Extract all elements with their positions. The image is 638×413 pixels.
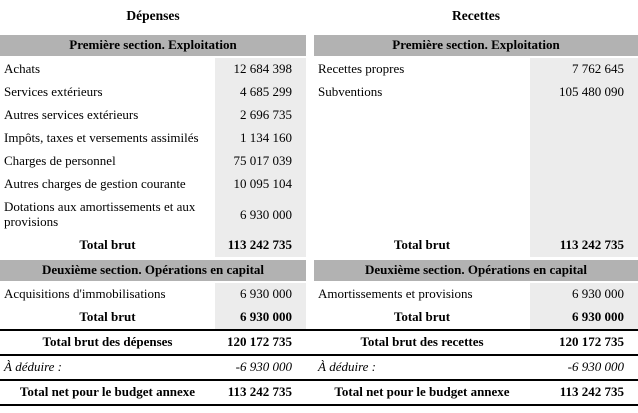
total-brut-value: 6 930 000 bbox=[530, 306, 638, 329]
deduire-value: -6 930 000 bbox=[567, 359, 624, 375]
empty-cell bbox=[530, 150, 638, 173]
row-value: 12 684 398 bbox=[215, 58, 306, 81]
row-value: 75 017 039 bbox=[215, 150, 306, 173]
divider bbox=[0, 379, 638, 381]
total-brut-label: Total brut bbox=[79, 237, 136, 253]
total-net-value: 113 242 735 bbox=[227, 384, 292, 400]
divider bbox=[0, 329, 638, 331]
empty-cell bbox=[530, 127, 638, 150]
row-label: Dotations aux amortissements et aux prov… bbox=[4, 199, 196, 229]
row-label: Recettes propres bbox=[318, 61, 405, 77]
summary-total-brut-label: Total brut des dépenses bbox=[42, 334, 173, 350]
row-value: 6 930 000 bbox=[530, 283, 638, 306]
row-value: 1 134 160 bbox=[215, 127, 306, 150]
row-label: Achats bbox=[4, 61, 41, 77]
empty-cell bbox=[530, 104, 638, 127]
total-brut-value: 113 242 735 bbox=[215, 234, 306, 257]
section1-header-right: Première section. Exploitation bbox=[314, 35, 638, 56]
row-value: 6 930 000 bbox=[215, 283, 306, 306]
row-value: 2 696 735 bbox=[215, 104, 306, 127]
summary-total-brut-label: Total brut des recettes bbox=[360, 334, 484, 350]
column-header-depenses: Dépenses bbox=[126, 8, 180, 24]
deduire-label: À déduire : bbox=[4, 359, 62, 375]
total-brut-value: 6 930 000 bbox=[215, 306, 306, 329]
total-net-label: Total net pour le budget annexe bbox=[334, 384, 510, 400]
empty-cell bbox=[314, 173, 530, 196]
row-label: Autres services extérieurs bbox=[4, 107, 139, 123]
total-brut-label: Total brut bbox=[79, 309, 136, 325]
summary-total-brut-value: 120 172 735 bbox=[559, 334, 624, 350]
row-label: Impôts, taxes et versements assimilés bbox=[4, 130, 199, 146]
summary-total-brut-value: 120 172 735 bbox=[227, 334, 292, 350]
divider bbox=[0, 354, 638, 356]
deduire-label: À déduire : bbox=[318, 359, 376, 375]
row-label: Acquisitions d'immobilisations bbox=[4, 286, 166, 302]
row-value: 10 095 104 bbox=[215, 173, 306, 196]
row-value: 7 762 645 bbox=[530, 58, 638, 81]
column-header-recettes: Recettes bbox=[452, 8, 500, 24]
total-brut-label: Total brut bbox=[393, 237, 451, 253]
divider bbox=[0, 404, 638, 406]
total-net-label: Total net pour le budget annexe bbox=[19, 384, 196, 400]
row-label: Autres charges de gestion courante bbox=[4, 176, 186, 192]
total-net-value: 113 242 735 bbox=[559, 384, 624, 400]
row-value: 105 480 090 bbox=[530, 81, 638, 104]
section2-header-left: Deuxième section. Opérations en capital bbox=[0, 260, 306, 281]
empty-cell bbox=[314, 127, 530, 150]
total-brut-value: 113 242 735 bbox=[530, 234, 638, 257]
empty-cell bbox=[314, 104, 530, 127]
section1-header-left: Première section. Exploitation bbox=[0, 35, 306, 56]
row-label: Charges de personnel bbox=[4, 153, 116, 169]
total-brut-label: Total brut bbox=[393, 309, 451, 325]
row-value: 4 685 299 bbox=[215, 81, 306, 104]
empty-cell bbox=[530, 173, 638, 196]
empty-cell bbox=[530, 196, 638, 234]
empty-cell bbox=[314, 150, 530, 173]
deduire-value: -6 930 000 bbox=[235, 359, 292, 375]
section2-header-right: Deuxième section. Opérations en capital bbox=[314, 260, 638, 281]
empty-cell bbox=[314, 196, 530, 234]
row-value: 6 930 000 bbox=[215, 196, 306, 234]
row-label: Services extérieurs bbox=[4, 84, 103, 100]
row-label: Amortissements et provisions bbox=[318, 286, 473, 302]
row-label: Subventions bbox=[318, 84, 383, 100]
